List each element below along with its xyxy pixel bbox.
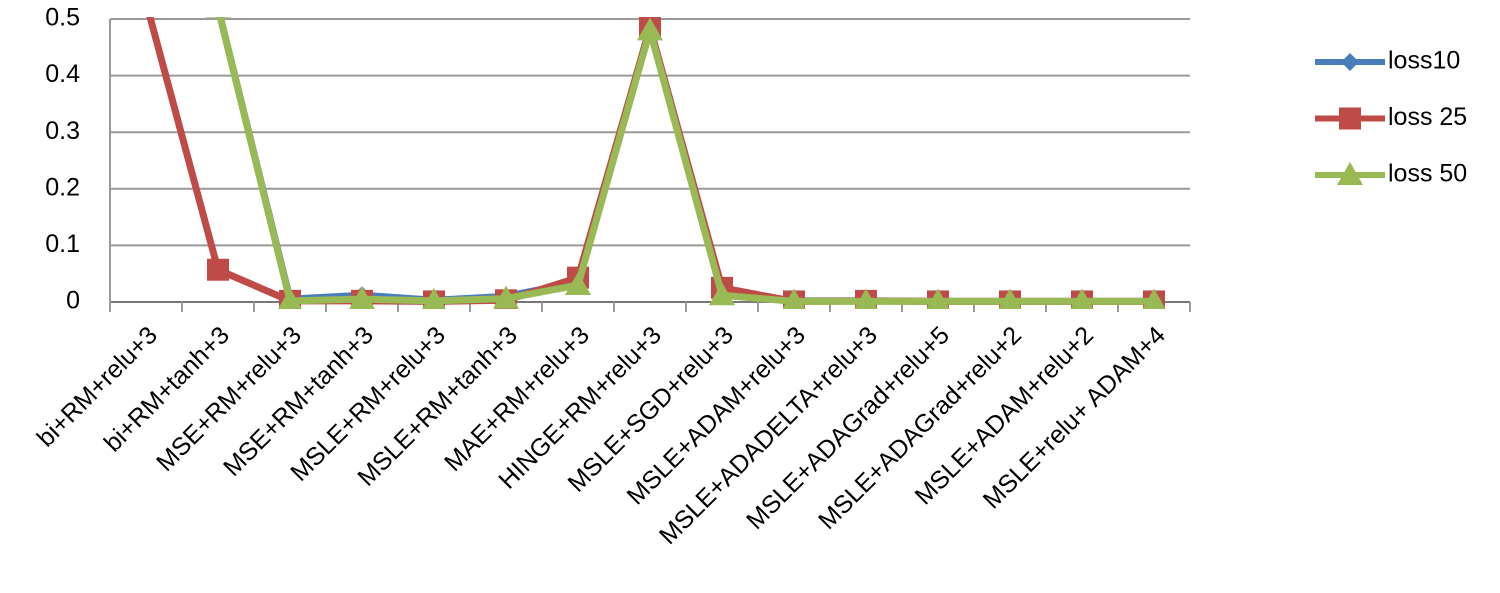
data-point	[493, 285, 519, 309]
data-point	[565, 272, 591, 296]
data-point	[135, 0, 157, 13]
data-point	[207, 258, 229, 281]
data-point	[1142, 288, 1166, 309]
plot-area	[133, 0, 1166, 309]
data-point	[349, 286, 375, 309]
data-point	[133, 0, 159, 1]
series-line	[146, 17, 1154, 305]
data-point	[422, 287, 446, 309]
legend-label: loss 50	[1388, 160, 1467, 188]
data-point	[782, 288, 806, 309]
y-tick-label: 0	[66, 287, 80, 315]
data-point	[278, 287, 302, 309]
y-tick-label: 0.1	[45, 230, 80, 258]
x-tick-label: bi+RM+tanh+3	[99, 321, 235, 457]
y-tick-label: 0.3	[45, 117, 80, 145]
data-point	[209, 0, 227, 17]
data-point	[205, 17, 231, 18]
x-tick-label: bi+RM+relu+3	[32, 321, 163, 452]
legend-marker	[1339, 107, 1361, 130]
legend-marker	[1337, 162, 1363, 185]
data-point	[637, 17, 663, 41]
data-point	[854, 288, 878, 309]
y-tick-label: 0.4	[45, 60, 80, 88]
series-line	[216, 17, 1154, 305]
y-tick-label: 0.5	[45, 4, 80, 32]
legend-label: loss10	[1388, 47, 1460, 75]
legend-marker	[1341, 53, 1359, 71]
data-point	[998, 288, 1022, 309]
data-point	[709, 282, 735, 306]
data-point	[926, 288, 950, 309]
data-point	[1070, 288, 1094, 309]
legend-label: loss 25	[1388, 103, 1467, 131]
y-tick-label: 0.2	[45, 173, 80, 201]
series-line	[216, 17, 1154, 305]
